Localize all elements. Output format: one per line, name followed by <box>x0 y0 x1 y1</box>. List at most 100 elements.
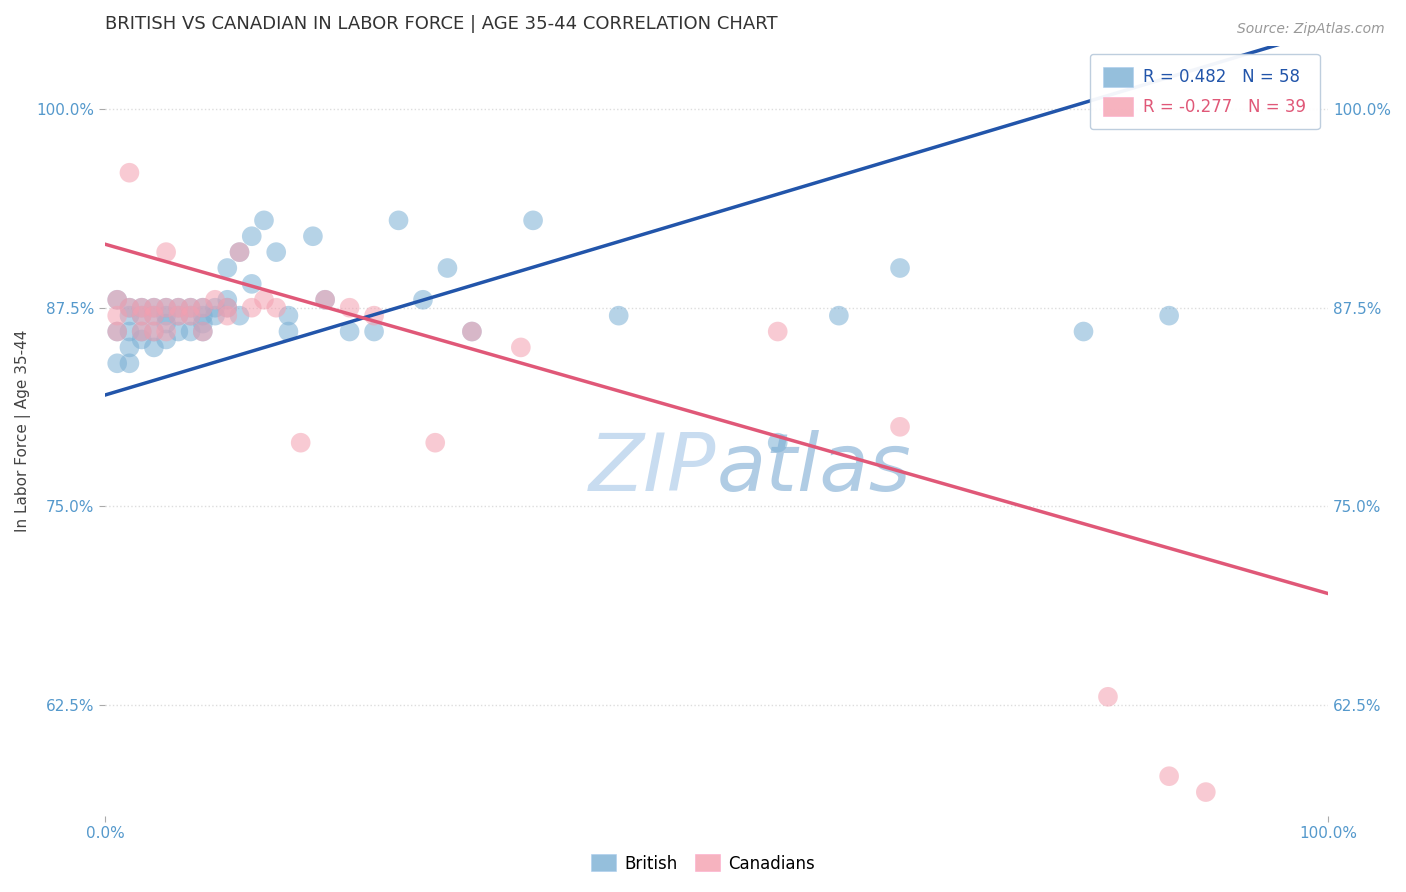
Point <box>302 229 325 244</box>
Point <box>217 309 239 323</box>
Point <box>142 301 165 315</box>
Point <box>204 301 226 315</box>
Point <box>105 293 128 307</box>
Point <box>167 309 190 323</box>
Point <box>155 317 177 331</box>
Point <box>131 301 153 315</box>
Point <box>766 325 789 339</box>
Legend: British, Canadians: British, Canadians <box>585 847 821 880</box>
Point <box>118 356 141 370</box>
Point <box>253 213 276 227</box>
Text: BRITISH VS CANADIAN IN LABOR FORCE | AGE 35-44 CORRELATION CHART: BRITISH VS CANADIAN IN LABOR FORCE | AGE… <box>105 15 778 33</box>
Point <box>191 301 214 315</box>
Point <box>105 356 128 370</box>
Point <box>118 301 141 315</box>
Point <box>339 325 361 339</box>
Point <box>167 301 190 315</box>
Point <box>131 309 153 323</box>
Point <box>118 166 141 180</box>
Point <box>180 325 202 339</box>
Point <box>240 277 263 291</box>
Point <box>191 301 214 315</box>
Point <box>461 325 484 339</box>
Point <box>105 293 128 307</box>
Point <box>228 245 250 260</box>
Point <box>180 309 202 323</box>
Point <box>522 213 544 227</box>
Point <box>339 301 361 315</box>
Point <box>105 309 128 323</box>
Point <box>509 340 531 354</box>
Point <box>217 260 239 275</box>
Point <box>180 301 202 315</box>
Point <box>1097 690 1119 704</box>
Point <box>142 325 165 339</box>
Point <box>191 325 214 339</box>
Point <box>191 317 214 331</box>
Point <box>277 325 299 339</box>
Point <box>1159 309 1181 323</box>
Point <box>118 301 141 315</box>
Y-axis label: In Labor Force | Age 35-44: In Labor Force | Age 35-44 <box>15 330 31 532</box>
Point <box>167 325 190 339</box>
Point <box>167 309 190 323</box>
Point <box>889 419 911 434</box>
Legend: R = 0.482   N = 58, R = -0.277   N = 39: R = 0.482 N = 58, R = -0.277 N = 39 <box>1090 54 1320 129</box>
Text: Source: ZipAtlas.com: Source: ZipAtlas.com <box>1237 22 1385 37</box>
Point <box>131 325 153 339</box>
Point <box>828 309 851 323</box>
Point <box>387 213 409 227</box>
Point <box>607 309 630 323</box>
Point <box>155 309 177 323</box>
Point <box>191 309 214 323</box>
Point <box>180 309 202 323</box>
Point <box>314 293 336 307</box>
Point <box>155 301 177 315</box>
Point <box>277 309 299 323</box>
Point <box>217 301 239 315</box>
Point <box>105 325 128 339</box>
Point <box>264 245 287 260</box>
Point <box>314 293 336 307</box>
Point <box>131 325 153 339</box>
Point <box>1195 785 1218 799</box>
Point <box>363 325 385 339</box>
Text: atlas: atlas <box>717 430 911 508</box>
Point <box>425 435 447 450</box>
Point <box>217 293 239 307</box>
Point <box>766 435 789 450</box>
Point <box>155 333 177 347</box>
Point <box>253 293 276 307</box>
Point <box>889 260 911 275</box>
Point <box>240 229 263 244</box>
Point <box>155 325 177 339</box>
Point <box>1073 325 1095 339</box>
Point <box>228 309 250 323</box>
Point <box>142 301 165 315</box>
Text: ZIP: ZIP <box>589 430 717 508</box>
Point <box>118 340 141 354</box>
Point <box>240 301 263 315</box>
Point <box>131 309 153 323</box>
Point <box>155 301 177 315</box>
Point <box>363 309 385 323</box>
Point <box>412 293 434 307</box>
Point <box>105 325 128 339</box>
Point <box>436 260 458 275</box>
Point <box>204 293 226 307</box>
Point <box>142 340 165 354</box>
Point <box>180 301 202 315</box>
Point <box>228 245 250 260</box>
Point <box>461 325 484 339</box>
Point <box>131 301 153 315</box>
Point <box>131 333 153 347</box>
Point <box>290 435 312 450</box>
Point <box>118 325 141 339</box>
Point <box>191 325 214 339</box>
Point <box>142 325 165 339</box>
Point <box>1159 769 1181 783</box>
Point <box>204 309 226 323</box>
Point <box>264 301 287 315</box>
Point <box>167 301 190 315</box>
Point <box>118 309 141 323</box>
